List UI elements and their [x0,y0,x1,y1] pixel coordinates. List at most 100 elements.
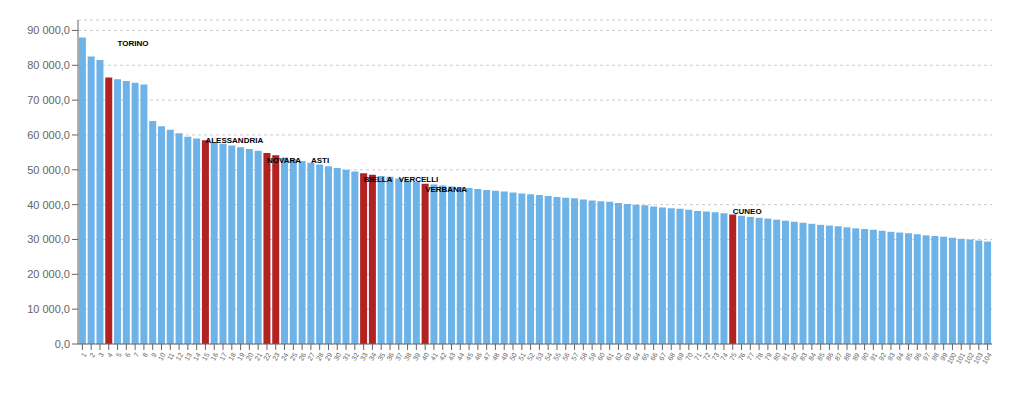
svg-text:92: 92 [877,351,887,361]
svg-text:3: 3 [97,351,105,358]
svg-text:VERBANIA: VERBANIA [425,185,467,194]
svg-text:17: 17 [218,351,228,361]
svg-text:15: 15 [201,351,211,361]
svg-text:85: 85 [816,351,826,361]
svg-text:34: 34 [368,351,378,361]
svg-text:NOVARA: NOVARA [267,156,301,165]
svg-text:27: 27 [306,351,316,361]
svg-text:77: 77 [746,351,756,361]
svg-text:8: 8 [141,351,149,358]
svg-text:66: 66 [649,351,659,361]
svg-text:88: 88 [842,351,852,361]
svg-text:6: 6 [123,351,131,358]
svg-text:20: 20 [245,351,255,361]
svg-text:26: 26 [297,351,307,361]
svg-text:11: 11 [166,351,176,361]
svg-text:40: 40 [420,351,430,361]
svg-text:61: 61 [605,351,615,361]
svg-text:2: 2 [88,351,96,358]
svg-text:14: 14 [192,351,202,361]
svg-text:81: 81 [781,351,791,361]
svg-text:96: 96 [913,351,923,361]
svg-text:45: 45 [464,351,474,361]
svg-text:TORINO: TORINO [118,39,149,48]
svg-text:18: 18 [227,351,237,361]
svg-text:VERCELLI: VERCELLI [399,175,439,184]
svg-text:10 000,0: 10 000,0 [27,303,70,315]
svg-text:63: 63 [622,351,632,361]
svg-text:40 000,0: 40 000,0 [27,199,70,211]
svg-text:97: 97 [921,351,931,361]
svg-text:12: 12 [174,351,184,361]
svg-text:35: 35 [376,351,386,361]
svg-text:28: 28 [315,351,325,361]
svg-text:24: 24 [280,351,290,361]
svg-text:21: 21 [253,351,263,361]
svg-text:67: 67 [658,351,668,361]
svg-text:56: 56 [561,351,571,361]
svg-text:68: 68 [666,351,676,361]
svg-text:ALESSANDRIA: ALESSANDRIA [205,136,263,145]
svg-text:51: 51 [517,351,527,361]
svg-text:BIELLA: BIELLA [364,175,393,184]
svg-text:75: 75 [728,351,738,361]
svg-text:64: 64 [631,351,641,361]
svg-text:46: 46 [473,351,483,361]
svg-text:50: 50 [508,351,518,361]
svg-text:104: 104 [981,351,993,365]
svg-text:70 000,0: 70 000,0 [27,94,70,106]
svg-text:80: 80 [772,351,782,361]
svg-text:43: 43 [447,351,457,361]
svg-text:7: 7 [132,351,140,358]
svg-text:54: 54 [543,351,553,361]
svg-text:25: 25 [289,351,299,361]
svg-text:31: 31 [341,351,351,361]
svg-text:90: 90 [860,351,870,361]
svg-text:39: 39 [412,351,422,361]
svg-text:29: 29 [324,351,334,361]
svg-text:94: 94 [895,351,905,361]
svg-text:60 000,0: 60 000,0 [27,129,70,141]
svg-text:50 000,0: 50 000,0 [27,164,70,176]
svg-text:13: 13 [183,351,193,361]
svg-text:44: 44 [456,351,466,361]
svg-text:19: 19 [236,351,246,361]
svg-text:57: 57 [570,351,580,361]
svg-text:60: 60 [596,351,606,361]
svg-text:80 000,0: 80 000,0 [27,59,70,71]
svg-text:72: 72 [702,351,712,361]
svg-text:36: 36 [385,351,395,361]
svg-text:78: 78 [754,351,764,361]
svg-text:23: 23 [271,351,281,361]
svg-text:10: 10 [157,351,167,361]
svg-text:58: 58 [579,351,589,361]
svg-text:0,0: 0,0 [55,338,70,350]
svg-text:98: 98 [930,351,940,361]
svg-text:93: 93 [886,351,896,361]
svg-text:CUNEO: CUNEO [733,207,762,216]
svg-text:42: 42 [438,351,448,361]
svg-text:20 000,0: 20 000,0 [27,268,70,280]
svg-text:30 000,0: 30 000,0 [27,233,70,245]
svg-text:59: 59 [587,351,597,361]
svg-text:16: 16 [209,351,219,361]
svg-text:52: 52 [526,351,536,361]
svg-text:41: 41 [429,351,439,361]
svg-text:53: 53 [535,351,545,361]
svg-text:95: 95 [904,351,914,361]
svg-text:37: 37 [394,351,404,361]
svg-text:74: 74 [719,351,729,361]
svg-text:82: 82 [789,351,799,361]
svg-text:69: 69 [675,351,685,361]
svg-text:91: 91 [869,351,879,361]
svg-text:1: 1 [80,351,88,358]
svg-text:62: 62 [614,351,624,361]
svg-text:87: 87 [833,351,843,361]
svg-text:83: 83 [798,351,808,361]
svg-text:38: 38 [403,351,413,361]
svg-text:32: 32 [350,351,360,361]
svg-text:73: 73 [710,351,720,361]
svg-text:47: 47 [482,351,492,361]
svg-text:4: 4 [106,351,114,358]
svg-text:48: 48 [491,351,501,361]
